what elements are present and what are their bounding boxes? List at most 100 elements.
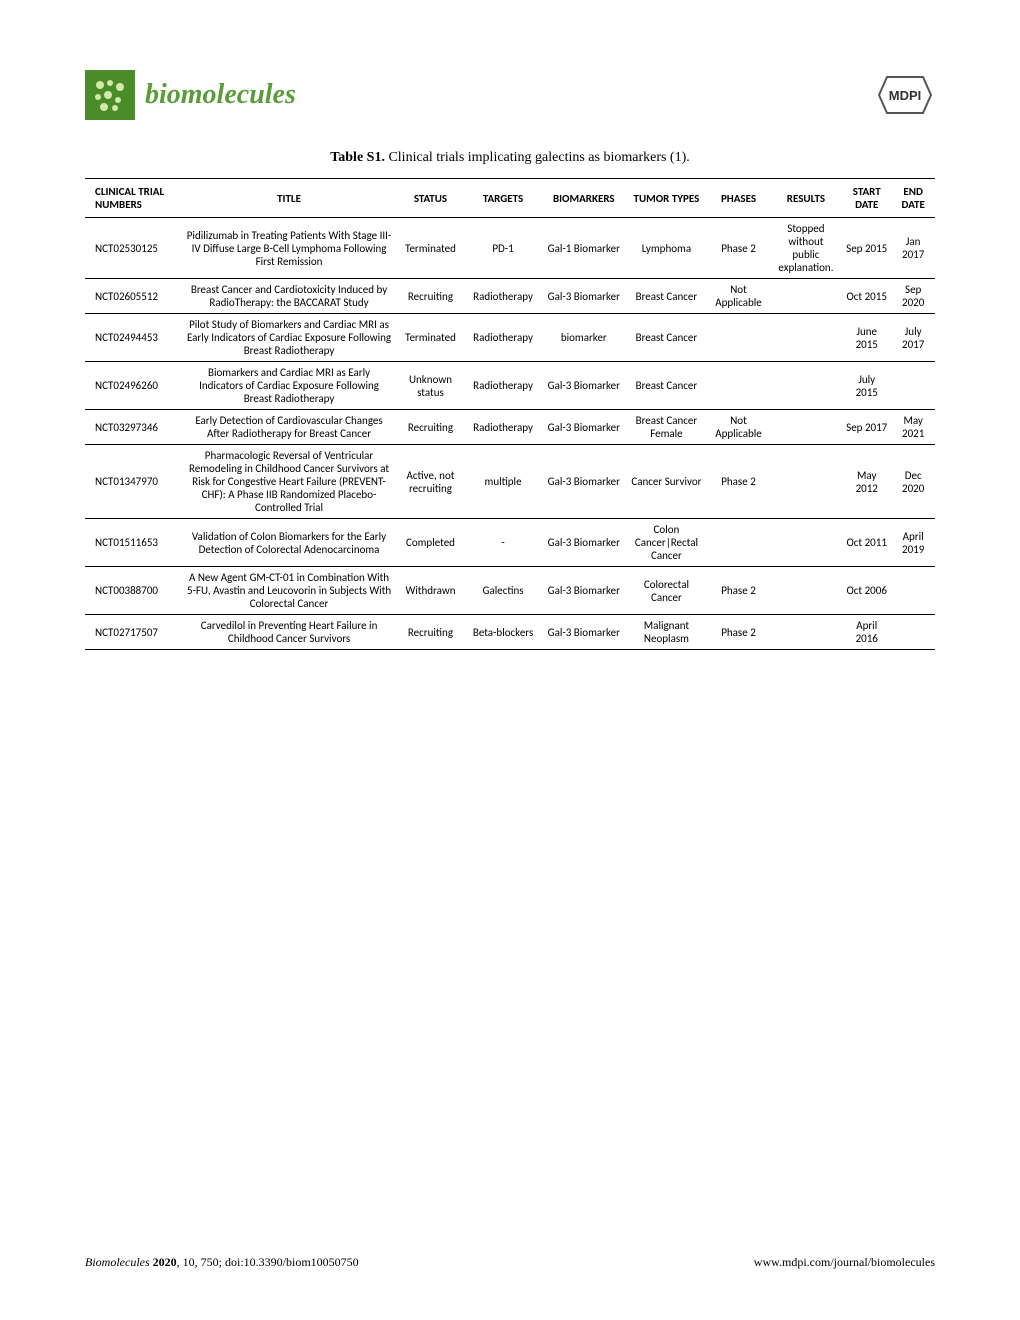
- cell-start: Oct 2006: [842, 567, 891, 615]
- cell-title: Pidilizumab in Treating Patients With St…: [181, 218, 397, 279]
- cell-tumor: Colorectal Cancer: [626, 567, 708, 615]
- cell-end: Dec 2020: [891, 445, 935, 519]
- cell-tumor: Breast Cancer Female: [626, 410, 708, 445]
- header-phases: PHASES: [707, 179, 770, 218]
- cell-tumor: Breast Cancer: [626, 279, 708, 314]
- cell-targets: Galectins: [464, 567, 542, 615]
- footer-journal: Biomolecules: [85, 1255, 150, 1269]
- cell-tumor: Colon Cancer|Rectal Cancer: [626, 519, 708, 567]
- header-status: STATUS: [397, 179, 464, 218]
- cell-biomarkers: Gal-3 Biomarker: [542, 362, 626, 410]
- cell-title: A New Agent GM-CT-01 in Combination With…: [181, 567, 397, 615]
- cell-status: Terminated: [397, 218, 464, 279]
- cell-tumor: Breast Cancer: [626, 362, 708, 410]
- cell-targets: PD-1: [464, 218, 542, 279]
- cell-biomarkers: Gal-3 Biomarker: [542, 519, 626, 567]
- cell-tumor: Malignant Neoplasm: [626, 615, 708, 650]
- cell-biomarkers: Gal-3 Biomarker: [542, 445, 626, 519]
- header-start: START DATE: [842, 179, 891, 218]
- cell-status: Completed: [397, 519, 464, 567]
- table-row: NCT02494453Pilot Study of Biomarkers and…: [85, 314, 935, 362]
- cell-end: July 2017: [891, 314, 935, 362]
- cell-phases: [707, 314, 770, 362]
- header-tumor: TUMOR TYPES: [626, 179, 708, 218]
- cell-biomarkers: Gal-3 Biomarker: [542, 410, 626, 445]
- header-results: RESULTS: [770, 179, 842, 218]
- cell-targets: Radiotherapy: [464, 279, 542, 314]
- cell-end: April 2019: [891, 519, 935, 567]
- cell-start: Oct 2015: [842, 279, 891, 314]
- page-content: biomolecules MDPI Table S1. Clinical tri…: [0, 0, 1020, 1320]
- table-header-row: CLINICAL TRIAL NUMBERS TITLE STATUS TARG…: [85, 179, 935, 218]
- cell-start: May 2012: [842, 445, 891, 519]
- cell-end: Sep 2020: [891, 279, 935, 314]
- table-row: NCT00388700A New Agent GM-CT-01 in Combi…: [85, 567, 935, 615]
- cell-tumor: Breast Cancer: [626, 314, 708, 362]
- cell-nct: NCT00388700: [85, 567, 181, 615]
- cell-results: [770, 615, 842, 650]
- cell-nct: NCT02496260: [85, 362, 181, 410]
- cell-title: Pharmacologic Reversal of Ventricular Re…: [181, 445, 397, 519]
- cell-targets: multiple: [464, 445, 542, 519]
- table-row: NCT01347970Pharmacologic Reversal of Ven…: [85, 445, 935, 519]
- cell-results: [770, 567, 842, 615]
- cell-phases: [707, 362, 770, 410]
- cell-phases: [707, 519, 770, 567]
- header-nct: CLINICAL TRIAL NUMBERS: [85, 179, 181, 218]
- footer-right: www.mdpi.com/journal/biomolecules: [754, 1255, 935, 1270]
- cell-targets: Radiotherapy: [464, 410, 542, 445]
- cell-biomarkers: Gal-3 Biomarker: [542, 615, 626, 650]
- cell-start: Sep 2015: [842, 218, 891, 279]
- page-header: biomolecules MDPI: [85, 70, 935, 120]
- cell-title: Biomarkers and Cardiac MRI as Early Indi…: [181, 362, 397, 410]
- cell-phases: Phase 2: [707, 567, 770, 615]
- journal-name: biomolecules: [145, 79, 296, 111]
- cell-targets: Radiotherapy: [464, 314, 542, 362]
- table-row: NCT02496260Biomarkers and Cardiac MRI as…: [85, 362, 935, 410]
- table-row: NCT02530125Pidilizumab in Treating Patie…: [85, 218, 935, 279]
- cell-nct: NCT02530125: [85, 218, 181, 279]
- cell-end: [891, 567, 935, 615]
- cell-status: Withdrawn: [397, 567, 464, 615]
- cell-biomarkers: Gal-1 Biomarker: [542, 218, 626, 279]
- cell-phases: Phase 2: [707, 218, 770, 279]
- cell-phases: Not Applicable: [707, 279, 770, 314]
- cell-status: Active, not recruiting: [397, 445, 464, 519]
- cell-phases: Phase 2: [707, 615, 770, 650]
- cell-targets: Beta-blockers: [464, 615, 542, 650]
- cell-end: Jan 2017: [891, 218, 935, 279]
- cell-results: [770, 362, 842, 410]
- table-body: NCT02530125Pidilizumab in Treating Patie…: [85, 218, 935, 650]
- cell-nct: NCT01347970: [85, 445, 181, 519]
- caption-label: Table S1.: [330, 150, 385, 165]
- cell-phases: Not Applicable: [707, 410, 770, 445]
- cell-tumor: Cancer Survivor: [626, 445, 708, 519]
- cell-end: [891, 362, 935, 410]
- footer-citation: , 10, 750; doi:10.3390/biom10050750: [177, 1255, 359, 1269]
- table-caption: Table S1. Clinical trials implicating ga…: [85, 150, 935, 166]
- publisher-logo: MDPI: [875, 73, 935, 118]
- cell-start: April 2016: [842, 615, 891, 650]
- cell-results: [770, 410, 842, 445]
- cell-nct: NCT02605512: [85, 279, 181, 314]
- cell-biomarkers: biomarker: [542, 314, 626, 362]
- cell-end: May 2021: [891, 410, 935, 445]
- header-end: END DATE: [891, 179, 935, 218]
- cell-targets: Radiotherapy: [464, 362, 542, 410]
- table-row: NCT03297346Early Detection of Cardiovasc…: [85, 410, 935, 445]
- cell-status: Recruiting: [397, 615, 464, 650]
- cell-title: Early Detection of Cardiovascular Change…: [181, 410, 397, 445]
- cell-results: [770, 279, 842, 314]
- cell-biomarkers: Gal-3 Biomarker: [542, 279, 626, 314]
- cell-title: Carvedilol in Preventing Heart Failure i…: [181, 615, 397, 650]
- cell-start: Oct 2011: [842, 519, 891, 567]
- cell-status: Recruiting: [397, 410, 464, 445]
- header-title: TITLE: [181, 179, 397, 218]
- cell-nct: NCT02494453: [85, 314, 181, 362]
- footer-left: Biomolecules 2020, 10, 750; doi:10.3390/…: [85, 1255, 359, 1270]
- cell-status: Terminated: [397, 314, 464, 362]
- cell-results: Stopped without public explanation.: [770, 218, 842, 279]
- cell-biomarkers: Gal-3 Biomarker: [542, 567, 626, 615]
- cell-phases: Phase 2: [707, 445, 770, 519]
- cell-status: Unknown status: [397, 362, 464, 410]
